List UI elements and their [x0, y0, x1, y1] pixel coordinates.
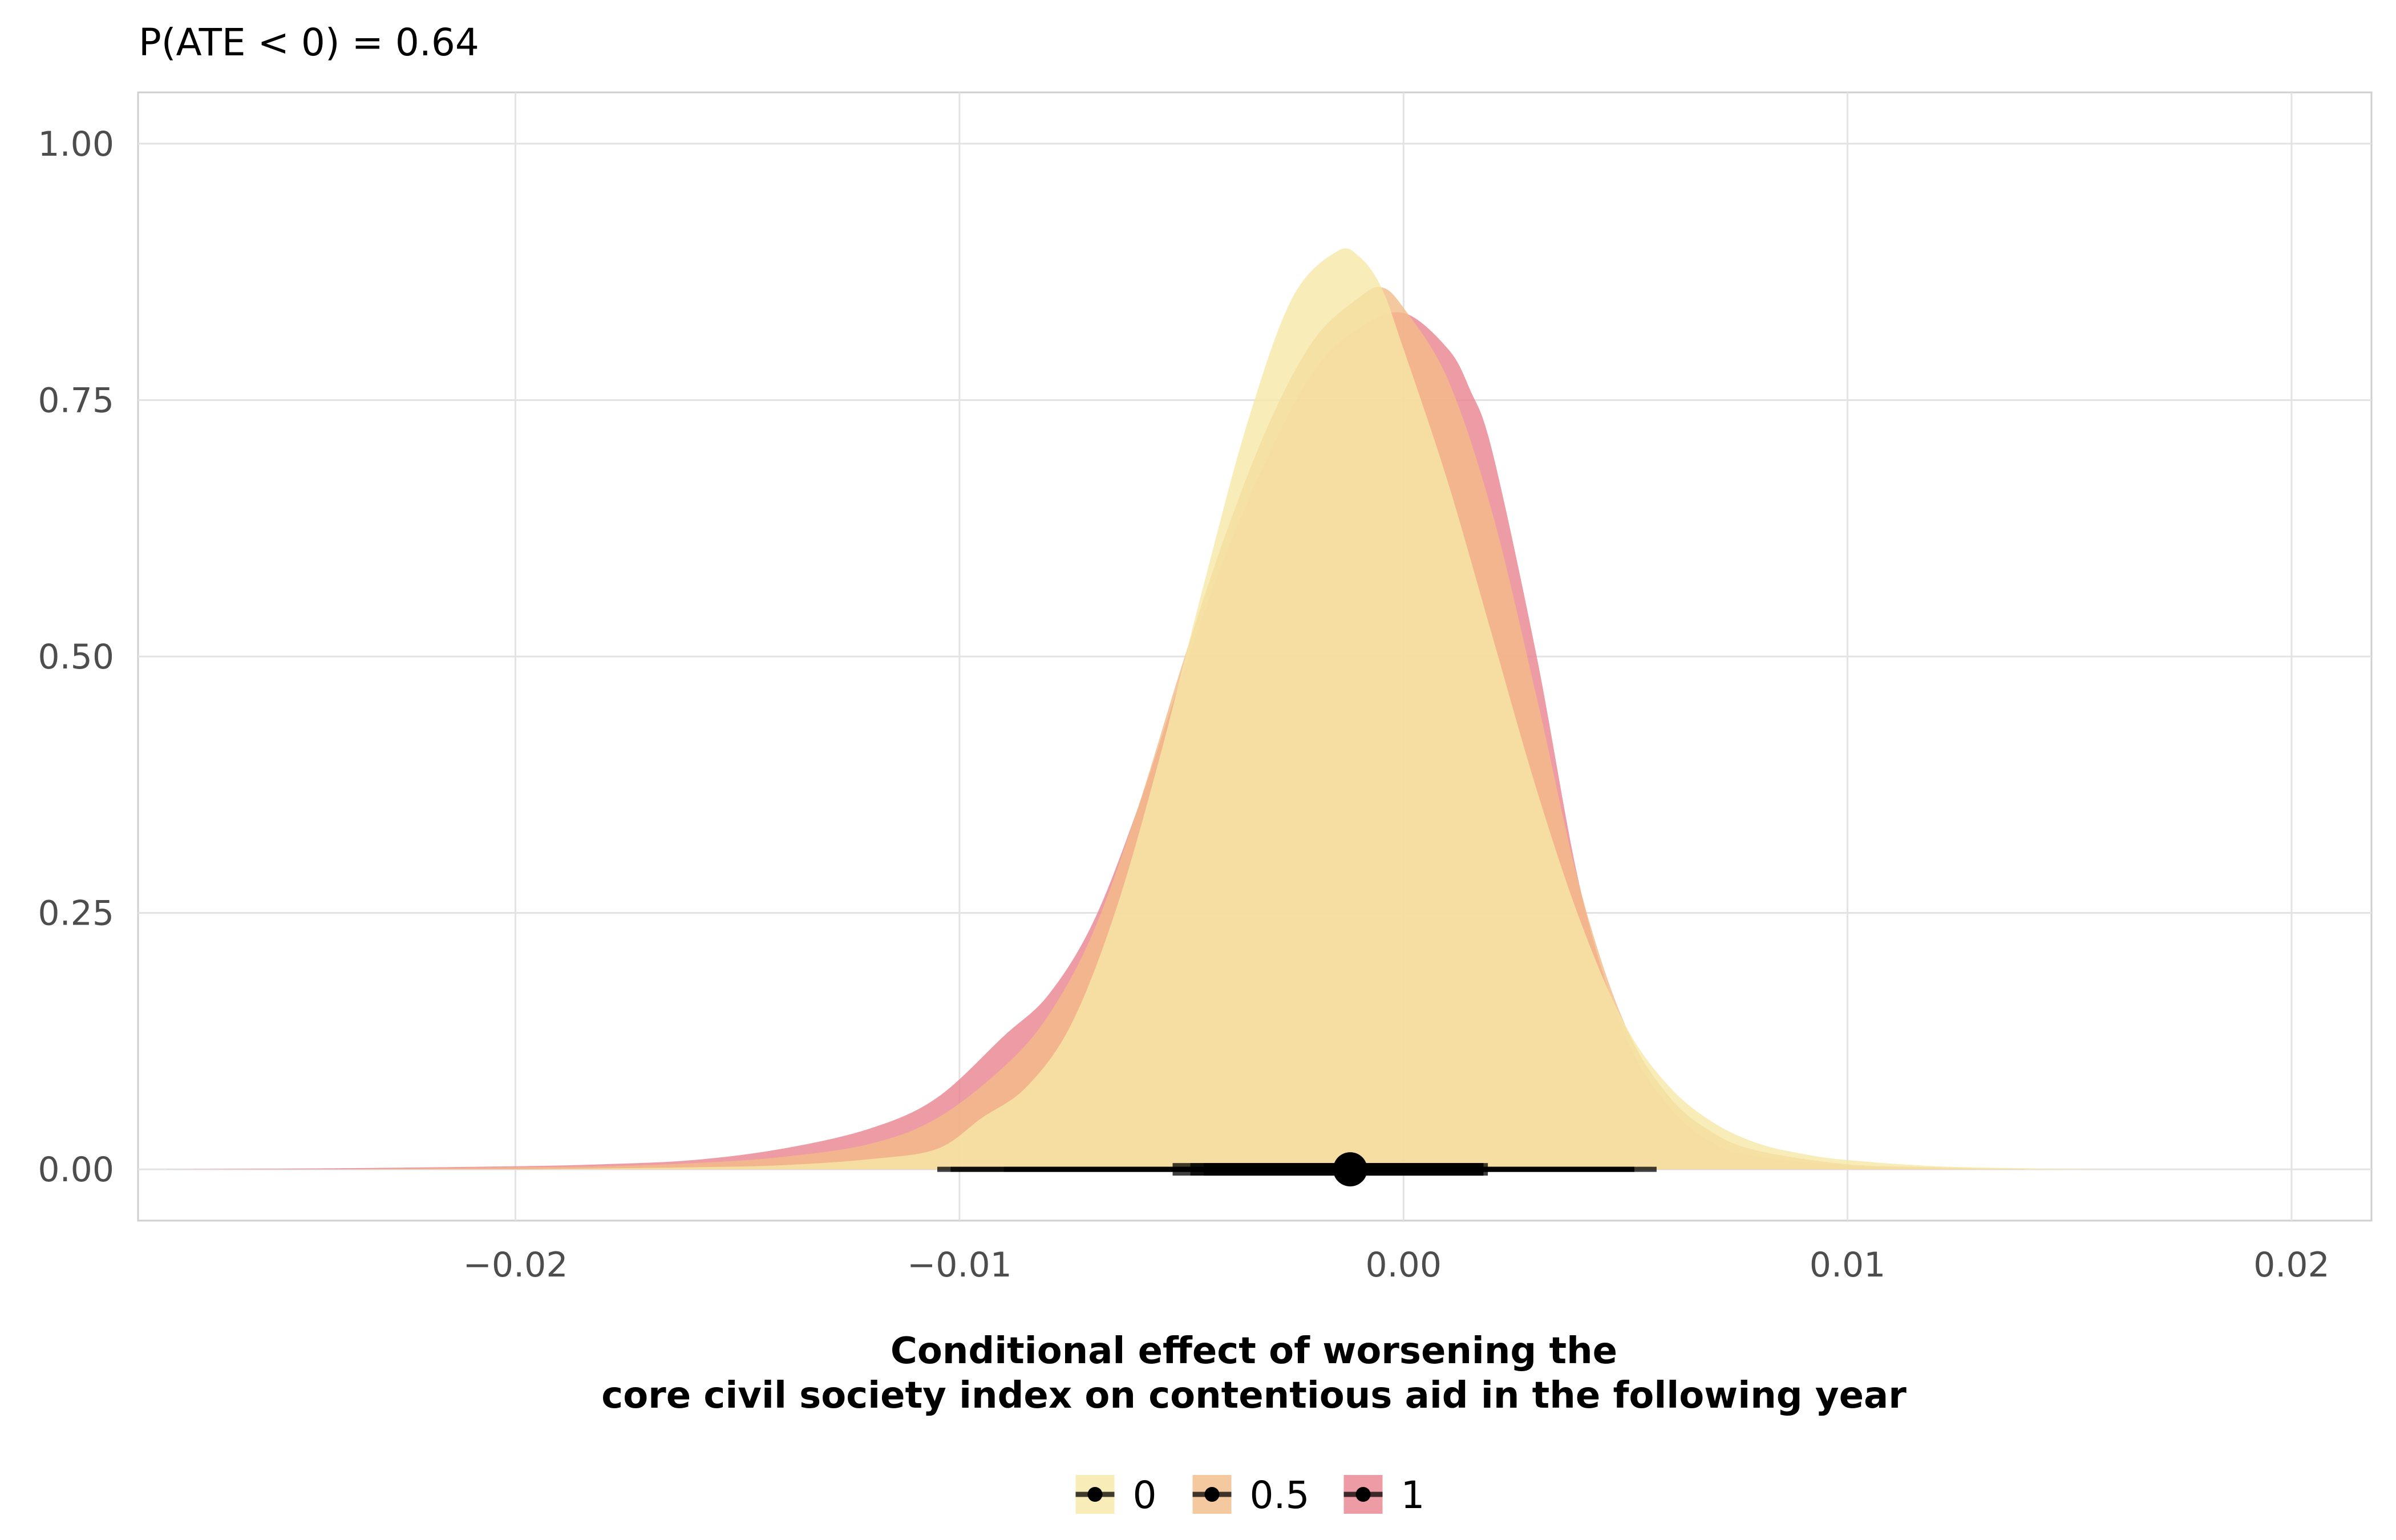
legend-label: 0.5: [1250, 1473, 1310, 1517]
density-areas: [160, 248, 2114, 1170]
legend-item-0.5: 0.5: [1192, 1473, 1310, 1517]
legend-point-key: [1204, 1487, 1220, 1502]
x-axis-label-line-1: Conditional effect of worsening the: [891, 1330, 1617, 1372]
legend-point-key: [1087, 1487, 1103, 1502]
legend-point-key: [1355, 1487, 1371, 1502]
legend-label: 1: [1401, 1473, 1425, 1517]
y-tick-label: 1.00: [38, 124, 114, 164]
legend-item-1: 1: [1343, 1473, 1425, 1517]
density-area-series-0: [515, 248, 2114, 1170]
y-tick-label: 0.00: [38, 1150, 114, 1190]
y-tick-label: 0.25: [38, 894, 114, 934]
legend-item-0: 0: [1075, 1473, 1157, 1517]
point-estimate: [1333, 1152, 1367, 1187]
legend: 0 0.5 1: [1075, 1473, 1425, 1517]
x-axis: −0.02 −0.01 0.00 0.01 0.02: [463, 1245, 2330, 1285]
legend-label: 0: [1133, 1473, 1157, 1517]
x-tick-label: 0.00: [1365, 1245, 1442, 1285]
x-tick-label: −0.02: [463, 1245, 568, 1285]
x-tick-label: −0.01: [907, 1245, 1012, 1285]
y-tick-label: 0.50: [38, 637, 114, 677]
x-tick-label: 0.01: [1810, 1245, 1886, 1285]
x-axis-label-line-2: core civil society index on contentious …: [601, 1375, 1907, 1417]
interval-bars: [937, 1152, 1657, 1187]
x-tick-label: 0.02: [2253, 1245, 2330, 1285]
chart-title: P(ATE < 0) = 0.64: [139, 21, 479, 64]
y-axis: 0.00 0.25 0.50 0.75 1.00: [38, 124, 114, 1190]
y-tick-label: 0.75: [38, 380, 114, 420]
